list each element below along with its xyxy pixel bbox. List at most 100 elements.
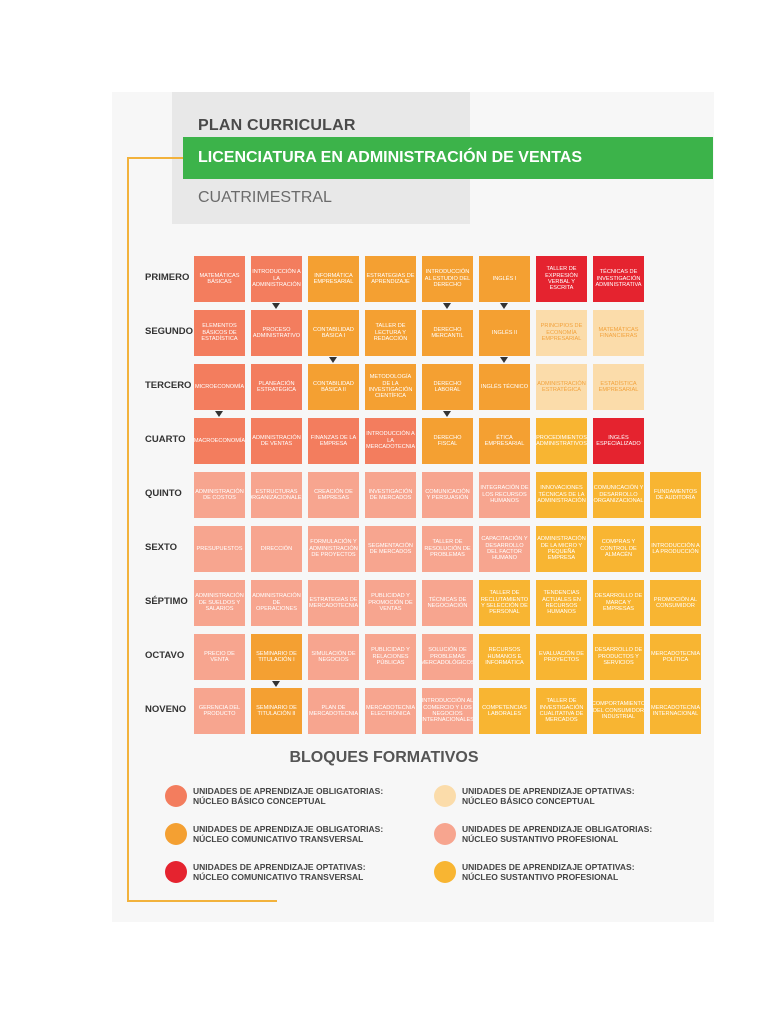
course-cell: Mercadotecnia electrónica: [365, 688, 416, 734]
semester-label: SEXTO: [145, 542, 178, 553]
course-cell: Seminario de titulación II: [251, 688, 302, 734]
course-cell: Procedimientos administrativos: [536, 418, 587, 464]
modality-label: CUATRIMESTRAL: [198, 189, 332, 206]
course-cell: Plan de mercadotecnia: [308, 688, 359, 734]
legend-line2: NÚCLEO COMUNICATIVO TRANSVERSAL: [193, 833, 364, 844]
course-cell: Inglés I: [479, 256, 530, 302]
prerequisite-arrow-icon: [215, 411, 223, 417]
course-cell: Introducción al estudio del derecho: [422, 256, 473, 302]
legend-swatch: [165, 861, 187, 883]
course-cell: Técnicas de negociación: [422, 580, 473, 626]
course-cell: Inglés II: [479, 310, 530, 356]
course-cell: Capacitación y desarrollo del factor hum…: [479, 526, 530, 572]
legend-line1: UNIDADES DE APRENDIZAJE OBLIGATORIAS:: [462, 824, 653, 834]
semester-label: PRIMERO: [145, 272, 190, 283]
course-cell: Administración de sueldos y salarios: [194, 580, 245, 626]
course-cell: Comunicación y persuasión: [422, 472, 473, 518]
course-cell: Promoción al consumidor: [650, 580, 701, 626]
course-cell: Recursos humanos e informática: [479, 634, 530, 680]
course-cell: Informática empresarial: [308, 256, 359, 302]
course-cell: Estrategias de aprendizaje: [365, 256, 416, 302]
course-cell: Proceso administrativo: [251, 310, 302, 356]
legend-swatch: [434, 823, 456, 845]
semester-label: TERCERO: [145, 380, 192, 391]
legend-label: UNIDADES DE APRENDIZAJE OPTATIVAS: NÚCLEO…: [462, 786, 682, 807]
course-cell: Planeación estratégica: [251, 364, 302, 410]
blocks-title: BLOQUES FORMATIVOS: [289, 749, 479, 766]
legend-line1: UNIDADES DE APRENDIZAJE OPTATIVAS:: [462, 786, 635, 796]
course-cell: Competencias laborales: [479, 688, 530, 734]
degree-title: LICENCIATURA EN ADMINISTRACIÓN DE VENTAS: [183, 137, 713, 179]
prerequisite-arrow-icon: [500, 303, 508, 309]
course-cell: Fundamentos de auditoría: [650, 472, 701, 518]
course-cell: Derecho mercantil: [422, 310, 473, 356]
course-cell: Creación de empresas: [308, 472, 359, 518]
semester-label: QUINTO: [145, 488, 182, 499]
legend-line2: NÚCLEO COMUNICATIVO TRANSVERSAL: [193, 871, 364, 882]
course-cell: Inglés técnico: [479, 364, 530, 410]
course-cell: Publicidad y relaciones públicas: [365, 634, 416, 680]
bracket-bottom: [127, 900, 277, 902]
prerequisite-arrow-icon: [272, 303, 280, 309]
course-cell: Gerencia del producto: [194, 688, 245, 734]
legend-line2: NÚCLEO SUSTANTIVO PROFESIONAL: [462, 833, 619, 844]
course-cell: Matemáticas básicas: [194, 256, 245, 302]
course-cell: Comunicación y desarrollo organizacional: [593, 472, 644, 518]
course-cell: Taller de resolución de problemas: [422, 526, 473, 572]
course-cell: Desarrollo de productos y servicios: [593, 634, 644, 680]
course-cell: Tendencias actuales en recursos humanos: [536, 580, 587, 626]
course-cell: Ética empresarial: [479, 418, 530, 464]
course-cell: Principios de economía empresarial: [536, 310, 587, 356]
legend-swatch: [434, 861, 456, 883]
prerequisite-arrow-icon: [443, 411, 451, 417]
course-cell: Estrategias de mercadotecnia: [308, 580, 359, 626]
course-cell: Introducción a la mercadotecnia: [365, 418, 416, 464]
legend-label: UNIDADES DE APRENDIZAJE OBLIGATORIAS: NÚC…: [193, 824, 413, 845]
course-cell: Innovaciones técnicas de la administraci…: [536, 472, 587, 518]
course-cell: Estructuras organizacionales: [251, 472, 302, 518]
semester-label: OCTAVO: [145, 650, 185, 661]
prerequisite-arrow-icon: [329, 357, 337, 363]
course-cell: Seminario de titulación I: [251, 634, 302, 680]
course-cell: Segmentación de mercados: [365, 526, 416, 572]
course-cell: Dirección: [251, 526, 302, 572]
course-cell: Taller de expresión verbal y escrita: [536, 256, 587, 302]
course-cell: Derecho fiscal: [422, 418, 473, 464]
course-cell: Introducción a la administración: [251, 256, 302, 302]
course-cell: Precio de venta: [194, 634, 245, 680]
legend-line1: UNIDADES DE APRENDIZAJE OBLIGATORIAS:: [193, 824, 384, 834]
legend-line1: UNIDADES DE APRENDIZAJE OBLIGATORIAS:: [193, 786, 384, 796]
semester-label: SEGUNDO: [145, 326, 194, 337]
legend-line1: UNIDADES DE APRENDIZAJE OPTATIVAS:: [193, 862, 366, 872]
legend-label: UNIDADES DE APRENDIZAJE OBLIGATORIAS: NÚC…: [193, 786, 413, 807]
course-cell: Solución de problemas mercadológicos: [422, 634, 473, 680]
course-cell: Inglés especializado: [593, 418, 644, 464]
bracket-line: [127, 157, 129, 902]
legend-swatch: [165, 785, 187, 807]
course-cell: Administración de la micro y pequeña emp…: [536, 526, 587, 572]
course-cell: Finanzas de la empresa: [308, 418, 359, 464]
course-cell: Comportamiento del consumidor industrial: [593, 688, 644, 734]
prerequisite-arrow-icon: [443, 303, 451, 309]
course-cell: Investigación de mercados: [365, 472, 416, 518]
semester-label: SÉPTIMO: [145, 596, 188, 607]
course-cell: Introducción a la producción: [650, 526, 701, 572]
prerequisite-arrow-icon: [500, 357, 508, 363]
legend-swatch: [165, 823, 187, 845]
semester-label: CUARTO: [145, 434, 186, 445]
legend-line1: UNIDADES DE APRENDIZAJE OPTATIVAS:: [462, 862, 635, 872]
legend-label: UNIDADES DE APRENDIZAJE OPTATIVAS: NÚCLEO…: [193, 862, 413, 883]
legend-line2: NÚCLEO BÁSICO CONCEPTUAL: [193, 795, 326, 806]
course-cell: Macroeconomía: [194, 418, 245, 464]
course-cell: Metodología de la investigación científi…: [365, 364, 416, 410]
legend-line2: NÚCLEO SUSTANTIVO PROFESIONAL: [462, 871, 619, 882]
plan-title: PLAN CURRICULAR: [198, 117, 356, 134]
course-cell: Integración de los recursos humanos: [479, 472, 530, 518]
course-cell: Administración de operaciones: [251, 580, 302, 626]
course-cell: Elementos básicos de estadística: [194, 310, 245, 356]
course-cell: Microeconomía: [194, 364, 245, 410]
legend-line2: NÚCLEO BÁSICO CONCEPTUAL: [462, 795, 595, 806]
course-cell: Taller de reclutamiento y selección de p…: [479, 580, 530, 626]
course-cell: Desarrollo de marca y empresas: [593, 580, 644, 626]
course-cell: Formulación y administración de proyecto…: [308, 526, 359, 572]
